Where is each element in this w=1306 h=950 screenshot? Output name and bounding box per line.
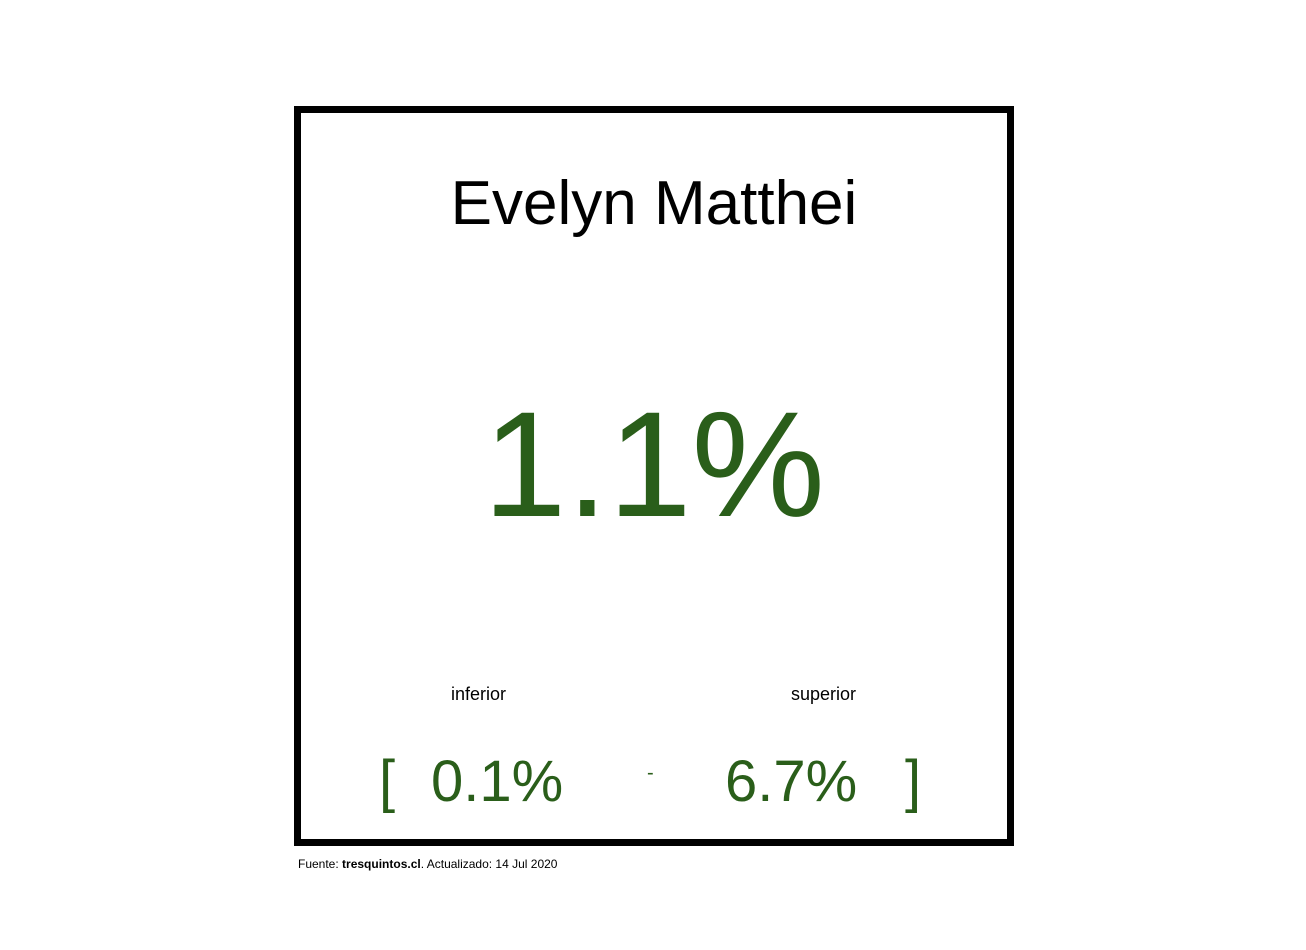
source-name: tresquintos.cl [342,857,421,871]
close-bracket: ] [905,749,922,814]
lower-bound-label: inferior [451,684,507,704]
range-separator: - [647,762,654,784]
source-footer: Fuente: tresquintos.cl. Actualizado: 14 … [298,858,557,870]
lower-bound-value: 0.1% [431,749,564,814]
candidate-name: Evelyn Matthei [450,169,858,238]
upper-bound-label: superior [791,684,857,704]
upper-bound-value: 6.7% [725,749,858,814]
main-percentage: 1.1% [483,380,825,548]
source-prefix: Fuente: [298,857,343,871]
updated-text: . Actualizado: 14 Jul 2020 [420,857,558,871]
open-bracket: [ [379,749,396,814]
candidate-card: Evelyn Matthei 1.1% inferior superior [ … [294,106,1014,846]
